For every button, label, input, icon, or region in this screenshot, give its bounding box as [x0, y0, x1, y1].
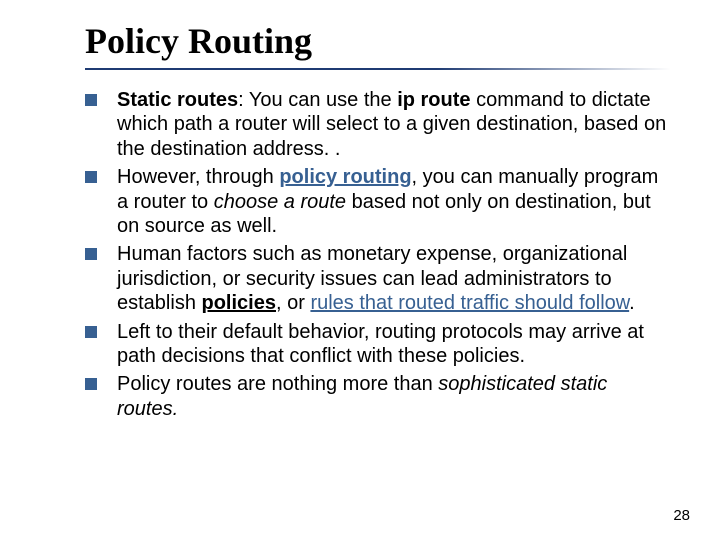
list-item: However, through policy routing, you can… — [85, 165, 670, 238]
text-run: . — [629, 292, 635, 314]
text-run: Left to their default behavior, routing … — [117, 321, 644, 367]
text-run: Static routes — [117, 89, 238, 111]
bullet-list: Static routes: You can use the ip route … — [85, 88, 670, 421]
text-run: However, through — [117, 166, 279, 188]
text-run: : You can use the — [238, 89, 397, 111]
text-run: policies — [202, 292, 276, 314]
text-run: ip route — [397, 89, 470, 111]
text-run: choose a route — [214, 191, 346, 213]
list-item: Left to their default behavior, routing … — [85, 320, 670, 369]
list-item: Policy routes are nothing more than soph… — [85, 372, 670, 421]
page-number: 28 — [673, 507, 690, 524]
text-run: Policy routes are nothing more than — [117, 373, 438, 395]
slide: Policy Routing Static routes: You can us… — [0, 0, 720, 540]
text-run: , or — [276, 292, 310, 314]
page-title: Policy Routing — [85, 20, 670, 70]
text-run: policy routing — [279, 166, 411, 188]
list-item: Human factors such as monetary expense, … — [85, 242, 670, 315]
list-item: Static routes: You can use the ip route … — [85, 88, 670, 161]
text-run: rules that routed traffic should follow — [310, 292, 629, 314]
